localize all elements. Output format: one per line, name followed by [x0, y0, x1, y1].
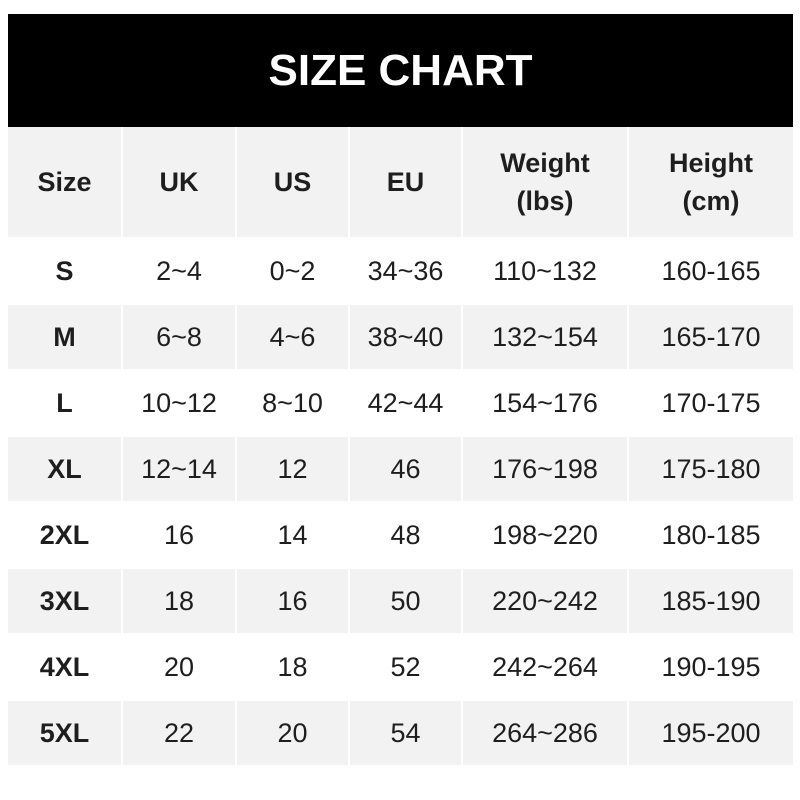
- cell-us: 4~6: [235, 303, 350, 371]
- cell-weight: 176~198: [461, 435, 629, 503]
- cell-size: S: [8, 237, 123, 305]
- cell-us: 8~10: [235, 369, 350, 437]
- column-header-height: Height (cm): [627, 127, 793, 239]
- cell-size: 4XL: [8, 633, 123, 701]
- cell-eu: 52: [348, 633, 463, 701]
- table-row: 5XL 22 20 54 264~286 195-200: [8, 699, 793, 767]
- table-row: XL 12~14 12 46 176~198 175-180: [8, 435, 793, 503]
- cell-uk: 12~14: [121, 435, 237, 503]
- cell-eu: 46: [348, 435, 463, 503]
- cell-height: 185-190: [627, 567, 793, 635]
- cell-weight: 242~264: [461, 633, 629, 701]
- cell-size: 5XL: [8, 699, 123, 767]
- cell-eu: 50: [348, 567, 463, 635]
- cell-uk: 16: [121, 501, 237, 569]
- cell-eu: 38~40: [348, 303, 463, 371]
- cell-weight: 198~220: [461, 501, 629, 569]
- column-header-us: US: [235, 127, 350, 239]
- cell-size: 2XL: [8, 501, 123, 569]
- cell-us: 14: [235, 501, 350, 569]
- cell-size: 3XL: [8, 567, 123, 635]
- table-row: 2XL 16 14 48 198~220 180-185: [8, 501, 793, 569]
- cell-weight: 264~286: [461, 699, 629, 767]
- cell-uk: 6~8: [121, 303, 237, 371]
- cell-us: 18: [235, 633, 350, 701]
- cell-height: 160-165: [627, 237, 793, 305]
- chart-title: SIZE CHART: [8, 14, 793, 127]
- cell-us: 12: [235, 435, 350, 503]
- cell-weight: 110~132: [461, 237, 629, 305]
- table-row: L 10~12 8~10 42~44 154~176 170-175: [8, 369, 793, 437]
- cell-uk: 22: [121, 699, 237, 767]
- cell-uk: 2~4: [121, 237, 237, 305]
- table-row: S 2~4 0~2 34~36 110~132 160-165: [8, 237, 793, 305]
- cell-height: 170-175: [627, 369, 793, 437]
- column-header-weight: Weight (lbs): [461, 127, 629, 239]
- cell-uk: 20: [121, 633, 237, 701]
- cell-uk: 18: [121, 567, 237, 635]
- cell-weight: 132~154: [461, 303, 629, 371]
- size-chart: SIZE CHART Size UK US EU Weight (lbs) Height …: [8, 14, 793, 767]
- cell-eu: 54: [348, 699, 463, 767]
- cell-size: XL: [8, 435, 123, 503]
- table-row: 3XL 18 16 50 220~242 185-190: [8, 567, 793, 635]
- cell-eu: 34~36: [348, 237, 463, 305]
- column-header-uk: UK: [121, 127, 237, 239]
- size-table: Size UK US EU Weight (lbs) Height (cm) S 2~4 0~…: [8, 127, 793, 767]
- column-header-eu: EU: [348, 127, 463, 239]
- cell-height: 165-170: [627, 303, 793, 371]
- column-header-size: Size: [8, 127, 123, 239]
- header-row: Size UK US EU Weight (lbs) Height (cm): [8, 127, 793, 239]
- cell-height: 175-180: [627, 435, 793, 503]
- cell-eu: 48: [348, 501, 463, 569]
- table-row: 4XL 20 18 52 242~264 190-195: [8, 633, 793, 701]
- cell-eu: 42~44: [348, 369, 463, 437]
- cell-weight: 220~242: [461, 567, 629, 635]
- cell-weight: 154~176: [461, 369, 629, 437]
- cell-size: M: [8, 303, 123, 371]
- cell-size: L: [8, 369, 123, 437]
- cell-height: 190-195: [627, 633, 793, 701]
- cell-height: 195-200: [627, 699, 793, 767]
- cell-height: 180-185: [627, 501, 793, 569]
- cell-us: 16: [235, 567, 350, 635]
- cell-us: 20: [235, 699, 350, 767]
- cell-us: 0~2: [235, 237, 350, 305]
- cell-uk: 10~12: [121, 369, 237, 437]
- table-row: M 6~8 4~6 38~40 132~154 165-170: [8, 303, 793, 371]
